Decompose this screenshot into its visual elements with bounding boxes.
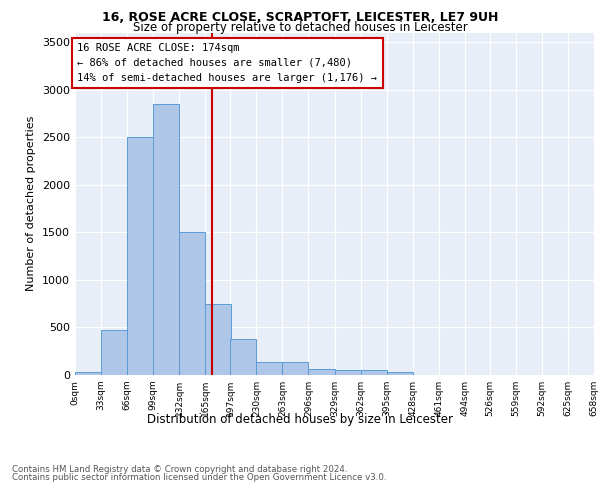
Bar — [386, 372, 413, 375]
Bar — [179, 232, 205, 375]
Bar — [153, 104, 179, 375]
Bar — [335, 370, 361, 375]
Text: 16, ROSE ACRE CLOSE, SCRAPTOFT, LEICESTER, LE7 9UH: 16, ROSE ACRE CLOSE, SCRAPTOFT, LEICESTE… — [102, 11, 498, 24]
Text: 16 ROSE ACRE CLOSE: 174sqm
← 86% of detached houses are smaller (7,480)
14% of s: 16 ROSE ACRE CLOSE: 174sqm ← 86% of deta… — [77, 43, 377, 82]
Text: Distribution of detached houses by size in Leicester: Distribution of detached houses by size … — [147, 412, 453, 426]
Bar — [230, 339, 256, 375]
Bar — [283, 362, 308, 375]
Bar — [75, 372, 101, 375]
Y-axis label: Number of detached properties: Number of detached properties — [26, 116, 37, 292]
Text: Contains public sector information licensed under the Open Government Licence v3: Contains public sector information licen… — [12, 472, 386, 482]
Bar — [361, 370, 386, 375]
Text: Size of property relative to detached houses in Leicester: Size of property relative to detached ho… — [133, 22, 467, 35]
Bar — [256, 362, 283, 375]
Bar — [308, 370, 335, 375]
Bar — [101, 330, 127, 375]
Bar — [205, 304, 231, 375]
Bar — [127, 137, 153, 375]
Text: Contains HM Land Registry data © Crown copyright and database right 2024.: Contains HM Land Registry data © Crown c… — [12, 465, 347, 474]
